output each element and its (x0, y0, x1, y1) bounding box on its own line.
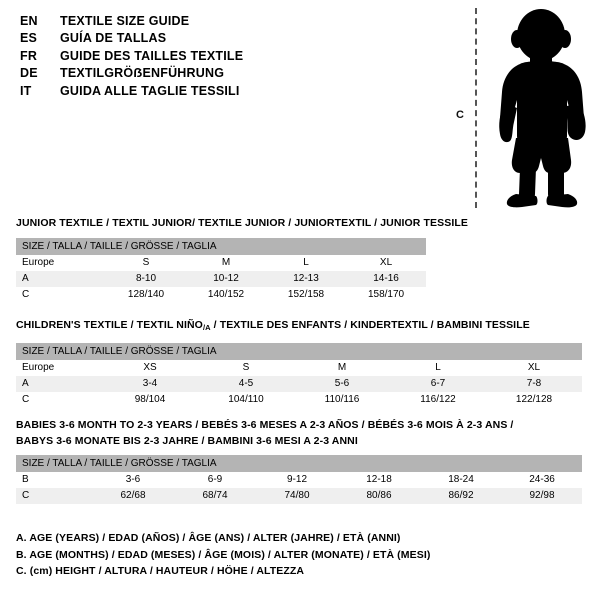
section-title-subscript: /A (202, 323, 211, 332)
section-title-post: / TEXTILE DES ENFANTS / KINDERTEXTIL / B… (210, 319, 530, 331)
row-label: Europe (16, 359, 102, 376)
row-value: 12-18 (338, 472, 420, 488)
row-value: 10-12 (186, 270, 266, 287)
language-title-list: EN TEXTILE SIZE GUIDE ES GUÍA DE TALLAS … (20, 14, 440, 101)
language-title: TEXTILE SIZE GUIDE (60, 14, 190, 28)
legend-row-c: C. (cm) HEIGHT / ALTURA / HAUTEUR / HÖHE… (16, 565, 305, 577)
section-childrens-textile: CHILDREN'S TEXTILE / TEXTIL NIÑO/A / TEX… (16, 318, 582, 408)
language-title: TEXTILGRÖẞENFÜHRUNG (60, 66, 225, 81)
babies-size-table: SIZE / TALLA / TAILLE / GRÖSSE / TAGLIA … (16, 455, 583, 504)
row-value: 6-7 (390, 375, 486, 392)
row-value: 68/74 (174, 488, 256, 504)
row-value: 86/92 (420, 488, 502, 504)
language-row: ES GUÍA DE TALLAS (20, 31, 440, 48)
table-row: C 98/104 104/110 110/116 116/122 122/128 (16, 391, 582, 408)
row-value: L (390, 359, 486, 376)
row-value: S (198, 359, 294, 376)
language-code: DE (20, 66, 38, 81)
measurement-legend: A. AGE (YEARS) / EDAD (AÑOS) / ÂGE (ANS)… (16, 530, 516, 580)
row-value: 158/170 (346, 286, 427, 303)
section-title-line1: BABIES 3-6 MONTH TO 2-3 YEARS / BEBÉS 3-… (16, 419, 514, 431)
row-value: M (294, 359, 390, 376)
row-label: C (16, 391, 102, 408)
language-row: EN TEXTILE SIZE GUIDE (20, 14, 440, 31)
row-value: 128/140 (106, 286, 186, 303)
children-size-table: SIZE / TALLA / TAILLE / GRÖSSE / TAGLIA … (16, 342, 582, 408)
row-value: 116/122 (390, 391, 486, 408)
junior-size-table: SIZE / TALLA / TAILLE / GRÖSSE / TAGLIA … (16, 237, 427, 303)
row-value: 24-36 (502, 472, 583, 488)
row-value: L (266, 254, 346, 271)
row-label: C (16, 488, 92, 504)
section-babies-textile: BABIES 3-6 MONTH TO 2-3 YEARS / BEBÉS 3-… (16, 418, 583, 504)
language-row: IT GUIDA ALLE TAGLIE TESSILI (20, 84, 440, 101)
section-title: CHILDREN'S TEXTILE / TEXTIL NIÑO/A / TEX… (16, 318, 582, 336)
row-value: 74/80 (256, 488, 338, 504)
table-band-row: SIZE / TALLA / TAILLE / GRÖSSE / TAGLIA (16, 342, 582, 360)
table-row: A 3-4 4-5 5-6 6-7 7-8 (16, 375, 582, 392)
section-junior-textile: JUNIOR TEXTILE / TEXTIL JUNIOR/ TEXTILE … (16, 216, 468, 303)
row-value: 14-16 (346, 270, 427, 287)
row-value: 5-6 (294, 375, 390, 392)
table-band-row: SIZE / TALLA / TAILLE / GRÖSSE / TAGLIA (16, 237, 427, 255)
table-row: C 128/140 140/152 152/158 158/170 (16, 286, 427, 303)
row-value: XS (102, 359, 198, 376)
height-dashed-line (475, 8, 477, 208)
row-label: B (16, 472, 92, 488)
section-title-line2: BABYS 3-6 MONATE BIS 2-3 JAHRE / BAMBINI… (16, 434, 358, 447)
row-value: 7-8 (486, 375, 582, 392)
section-title-pre: CHILDREN'S TEXTILE / TEXTIL NIÑO (16, 319, 203, 331)
row-value: S (106, 254, 186, 271)
row-label: A (16, 375, 102, 392)
height-measurement-figure: C (450, 4, 596, 209)
table-row: A 8-10 10-12 12-13 14-16 (16, 270, 427, 287)
language-title: GUÍA DE TALLAS (60, 31, 167, 46)
toddler-silhouette-icon (499, 9, 586, 208)
row-value: 80/86 (338, 488, 420, 504)
row-value: 110/116 (294, 391, 390, 408)
table-row: C 62/68 68/74 74/80 80/86 86/92 92/98 (16, 488, 583, 504)
row-value: 104/110 (198, 391, 294, 408)
table-row: B 3-6 6-9 9-12 12-18 18-24 24-36 (16, 472, 583, 488)
table-band-row: SIZE / TALLA / TAILLE / GRÖSSE / TAGLIA (16, 455, 583, 472)
row-value: 122/128 (486, 391, 582, 408)
row-value: 9-12 (256, 472, 338, 488)
language-code: IT (20, 83, 32, 98)
row-label: C (16, 286, 106, 303)
row-value: M (186, 254, 266, 271)
table-band-label: SIZE / TALLA / TAILLE / GRÖSSE / TAGLIA (16, 237, 427, 255)
language-title: GUIDE DES TAILLES TEXTILE (60, 48, 244, 63)
table-row: Europe S M L XL (16, 254, 427, 271)
height-measure-label: C (456, 109, 464, 121)
row-value: 18-24 (420, 472, 502, 488)
row-value: 4-5 (198, 375, 294, 392)
row-value: 152/158 (266, 286, 346, 303)
row-label: Europe (16, 254, 106, 271)
row-value: 12-13 (266, 270, 346, 287)
language-code: EN (20, 14, 38, 28)
row-value: 92/98 (502, 488, 583, 504)
section-title: JUNIOR TEXTILE / TEXTIL JUNIOR/ TEXTILE … (16, 217, 468, 229)
row-value: 3-4 (102, 375, 198, 392)
row-value: 6-9 (174, 472, 256, 488)
row-value: 62/68 (92, 488, 174, 504)
language-code: FR (20, 48, 38, 63)
language-row: FR GUIDE DES TAILLES TEXTILE (20, 49, 440, 66)
legend-row-b: B. AGE (MONTHS) / EDAD (MESES) / ÂGE (MO… (16, 548, 431, 561)
row-value: XL (346, 254, 427, 271)
row-value: 3-6 (92, 472, 174, 488)
row-value: 140/152 (186, 286, 266, 303)
legend-row-a: A. AGE (YEARS) / EDAD (AÑOS) / ÂGE (ANS)… (16, 532, 401, 544)
table-row: Europe XS S M L XL (16, 359, 582, 376)
table-band-label: SIZE / TALLA / TAILLE / GRÖSSE / TAGLIA (16, 342, 582, 360)
language-row: DE TEXTILGRÖẞENFÜHRUNG (20, 66, 440, 83)
row-label: A (16, 270, 106, 287)
row-value: 8-10 (106, 270, 186, 287)
table-band-label: SIZE / TALLA / TAILLE / GRÖSSE / TAGLIA (16, 455, 583, 472)
language-code: ES (20, 31, 38, 46)
language-title: GUIDA ALLE TAGLIE TESSILI (60, 83, 240, 98)
row-value: XL (486, 359, 582, 376)
row-value: 98/104 (102, 391, 198, 408)
